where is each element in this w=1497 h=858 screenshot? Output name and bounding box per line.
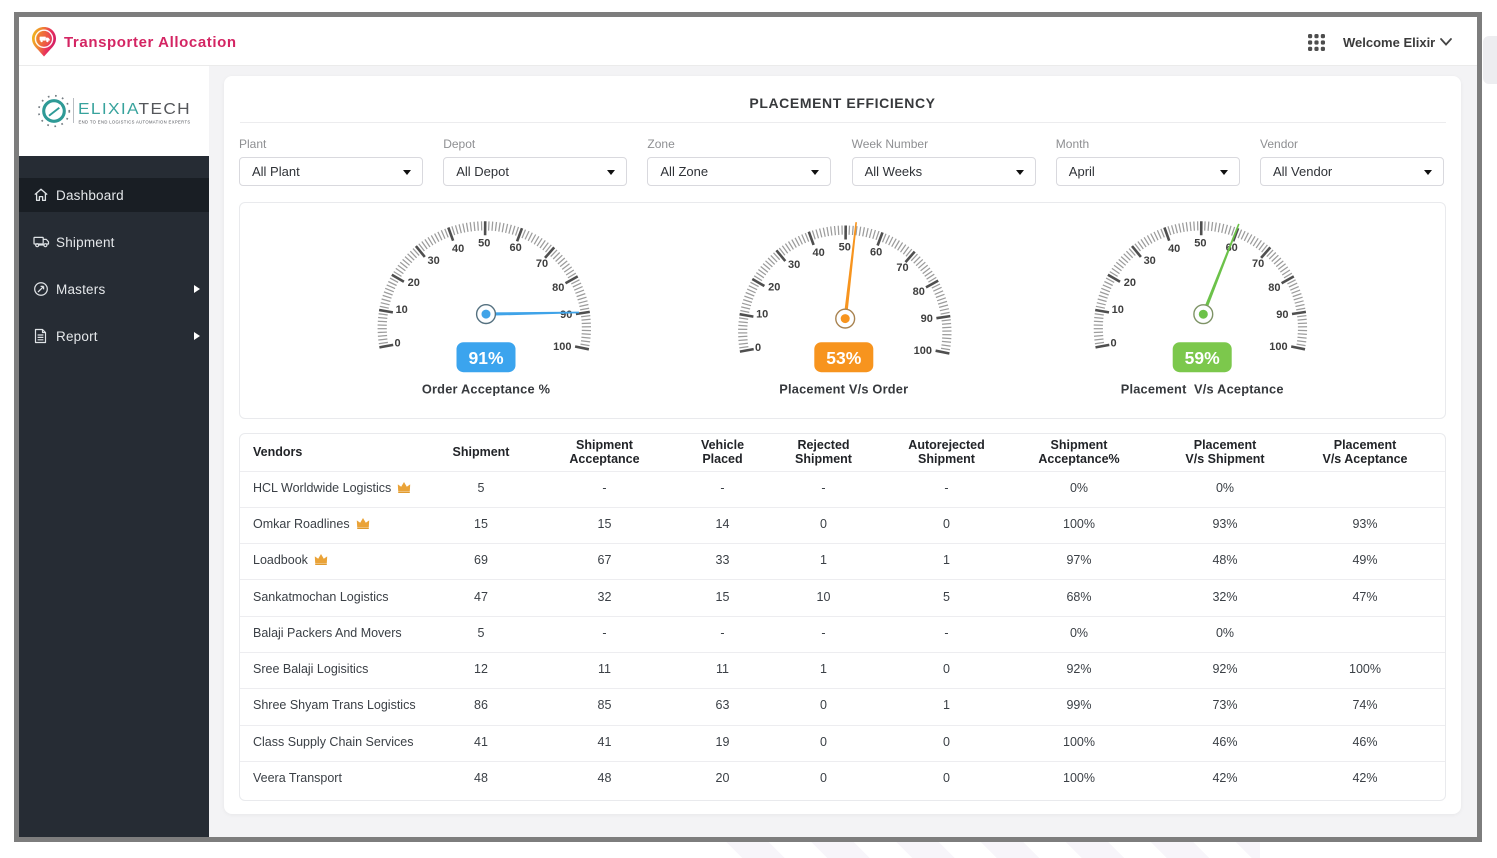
svg-text:30: 30 (788, 259, 800, 271)
svg-text:END TO END LOGISTICS AUTOMATIO: END TO END LOGISTICS AUTOMATION EXPERTS (79, 120, 191, 126)
svg-text:100: 100 (1269, 341, 1287, 353)
svg-text:40: 40 (812, 247, 824, 259)
svg-text:Placement V/s Aceptance: Placement V/s Aceptance (1121, 382, 1284, 397)
svg-text:90: 90 (560, 309, 572, 321)
svg-text:0: 0 (1111, 338, 1117, 350)
svg-text:80: 80 (552, 282, 564, 294)
svg-text:20: 20 (408, 277, 420, 289)
svg-text:30: 30 (1144, 255, 1156, 267)
svg-text:50: 50 (1194, 238, 1206, 250)
svg-text:10: 10 (756, 308, 768, 320)
svg-text:90: 90 (921, 313, 933, 325)
svg-text:20: 20 (768, 281, 780, 293)
svg-text:80: 80 (1268, 282, 1280, 294)
svg-text:90: 90 (1276, 309, 1288, 321)
svg-text:40: 40 (1168, 243, 1180, 255)
svg-text:91%: 91% (468, 348, 503, 368)
svg-text:50: 50 (478, 238, 490, 250)
svg-text:60: 60 (870, 246, 882, 258)
svg-text:Placement V/s Order: Placement V/s Order (779, 382, 908, 397)
svg-text:70: 70 (896, 262, 908, 274)
svg-text:30: 30 (427, 255, 439, 267)
svg-text:40: 40 (452, 243, 464, 255)
svg-text:60: 60 (509, 242, 521, 254)
svg-text:0: 0 (755, 342, 761, 354)
svg-text:70: 70 (1252, 258, 1264, 270)
svg-text:70: 70 (536, 258, 548, 270)
svg-text:80: 80 (913, 286, 925, 298)
svg-text:100: 100 (553, 341, 571, 353)
svg-text:10: 10 (1112, 304, 1124, 316)
svg-text:50: 50 (839, 242, 851, 254)
svg-text:100: 100 (914, 345, 932, 357)
svg-text:Order Acceptance %: Order Acceptance % (422, 382, 551, 397)
svg-text:59%: 59% (1185, 348, 1220, 368)
svg-text:0: 0 (394, 338, 400, 350)
svg-text:53%: 53% (826, 348, 861, 368)
svg-text:10: 10 (396, 304, 408, 316)
svg-text:20: 20 (1124, 277, 1136, 289)
